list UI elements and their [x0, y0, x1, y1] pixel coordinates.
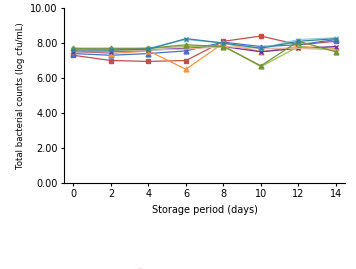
기타 재료2	[71, 48, 75, 52]
백미+소덕분 1	[71, 50, 75, 53]
백미+전분달 2	[296, 47, 300, 50]
백미1	[146, 60, 151, 63]
백미2	[334, 38, 338, 41]
백미1	[184, 59, 188, 62]
Y-axis label: Total bacterial counts (log cfu/mL): Total bacterial counts (log cfu/mL)	[16, 22, 25, 169]
Line: 백미+전분달 2: 백미+전분달 2	[73, 47, 336, 51]
백미3	[334, 47, 338, 50]
기타 재료1	[71, 47, 75, 50]
Legend: 백미1, 백미2, 백미3, 백미+소덕분 1, 백미+소덕분 2, 백미+전분달 1, 백미+전분달 2, 기타 재료1, 기타 재료2: 백미1, 백미2, 백미3, 백미+소덕분 1, 백미+소덕분 2, 백미+전분…	[130, 267, 279, 269]
기타 재료1	[221, 45, 226, 48]
Line: 백미2: 백미2	[71, 37, 338, 58]
백미+전분달 1	[71, 48, 75, 51]
백미+전분달 2	[109, 49, 113, 52]
기타 재료1	[146, 47, 151, 50]
백미2	[184, 49, 188, 52]
백미+전분달 2	[71, 49, 75, 52]
백미+전분달 2	[146, 48, 151, 52]
백미+전분달 2	[259, 47, 263, 50]
기타 재료1	[334, 50, 338, 53]
백미1	[109, 59, 113, 62]
백미2	[109, 54, 113, 57]
백미2	[259, 45, 263, 48]
백미+소덕분 2	[259, 65, 263, 68]
Line: 백미+소덕분 2: 백미+소덕분 2	[73, 46, 336, 67]
백미2	[221, 41, 226, 44]
백미1	[71, 54, 75, 57]
기타 재료2	[296, 40, 300, 43]
백미1	[296, 43, 300, 46]
기타 재료1	[259, 64, 263, 67]
백미3	[296, 45, 300, 48]
백미+소덕분 1	[184, 47, 188, 50]
백미+전분달 2	[184, 48, 188, 51]
백미1	[221, 40, 226, 43]
백미+전분달 2	[334, 48, 338, 52]
백미+전분달 1	[184, 38, 188, 41]
백미+전분달 1	[259, 47, 263, 50]
백미+소덕분 2	[296, 45, 300, 48]
백미3	[71, 49, 75, 52]
백미2	[71, 52, 75, 55]
기타 재료2	[334, 37, 338, 40]
백미+소덕분 2	[146, 47, 151, 50]
백미3	[109, 52, 113, 55]
Line: 백미+소덕분 1: 백미+소덕분 1	[71, 44, 338, 54]
백미+전분달 1	[109, 48, 113, 51]
백미3	[146, 49, 151, 52]
백미+전분달 2	[221, 45, 226, 48]
기타 재료2	[109, 48, 113, 52]
기타 재료2	[184, 37, 188, 40]
백미+소덕분 2	[71, 47, 75, 50]
기타 재료2	[259, 47, 263, 50]
백미+소덕분 1	[221, 45, 226, 48]
기타 재료2	[221, 41, 226, 45]
백미+소덕분 1	[296, 47, 300, 50]
백미+소덕분 1	[146, 48, 151, 52]
Line: 기타 재료2: 기타 재료2	[71, 36, 338, 52]
백미+전분달 1	[334, 36, 338, 39]
백미+전분달 1	[296, 38, 300, 41]
백미+전분달 1	[221, 41, 226, 45]
백미3	[184, 68, 188, 71]
백미2	[296, 43, 300, 46]
X-axis label: Storage period (days): Storage period (days)	[152, 205, 258, 215]
백미3	[259, 50, 263, 53]
기타 재료1	[296, 40, 300, 43]
백미+소덕분 2	[184, 45, 188, 48]
백미+소덕분 1	[259, 50, 263, 53]
Line: 백미3: 백미3	[71, 41, 338, 72]
백미+소덕분 2	[334, 48, 338, 52]
백미+소덕분 2	[109, 48, 113, 52]
백미1	[259, 34, 263, 38]
백미3	[221, 41, 226, 45]
백미+소덕분 1	[334, 45, 338, 48]
기타 재료1	[109, 47, 113, 50]
기타 재료2	[146, 48, 151, 51]
백미+소덕분 2	[221, 44, 226, 47]
기타 재료1	[184, 43, 188, 46]
백미+소덕분 1	[109, 50, 113, 53]
백미1	[334, 40, 338, 43]
백미2	[146, 52, 151, 55]
백미+전분달 1	[146, 47, 151, 50]
Line: 백미1: 백미1	[71, 34, 338, 64]
Line: 백미+전분달 1: 백미+전분달 1	[71, 35, 338, 52]
Line: 기타 재료1: 기타 재료1	[71, 39, 338, 68]
